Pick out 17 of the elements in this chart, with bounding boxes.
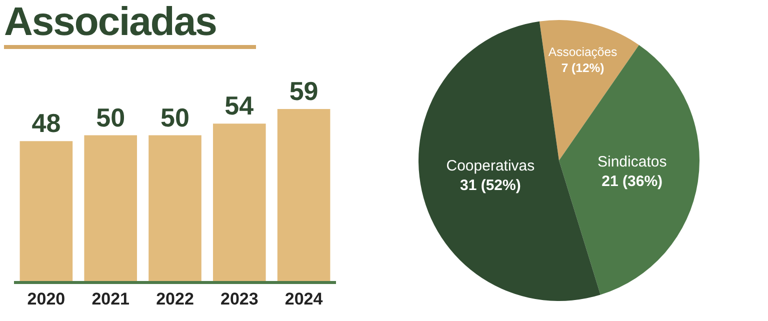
data-label: 31 (52%) <box>460 177 521 194</box>
data-label: 59 <box>289 76 318 106</box>
x-tick-label: 2021 <box>92 289 130 308</box>
data-label: 21 (36%) <box>602 173 663 190</box>
data-label: 54 <box>224 90 254 121</box>
x-tick-label: 2022 <box>156 289 194 308</box>
x-tick-label: 2024 <box>284 289 324 308</box>
x-tick-label: 2023 <box>220 289 258 308</box>
slice-label: Cooperativas <box>446 158 535 175</box>
slice-label: Associações <box>548 45 618 59</box>
data-label: 48 <box>32 108 61 138</box>
slice-label: Sindicatos <box>598 154 667 171</box>
chart-title: Associadas <box>4 0 256 49</box>
data-label: 7 (12%) <box>561 60 604 75</box>
x-tick-label: 2020 <box>27 289 66 308</box>
data-label: 50 <box>160 102 190 132</box>
data-label: 50 <box>96 102 126 132</box>
